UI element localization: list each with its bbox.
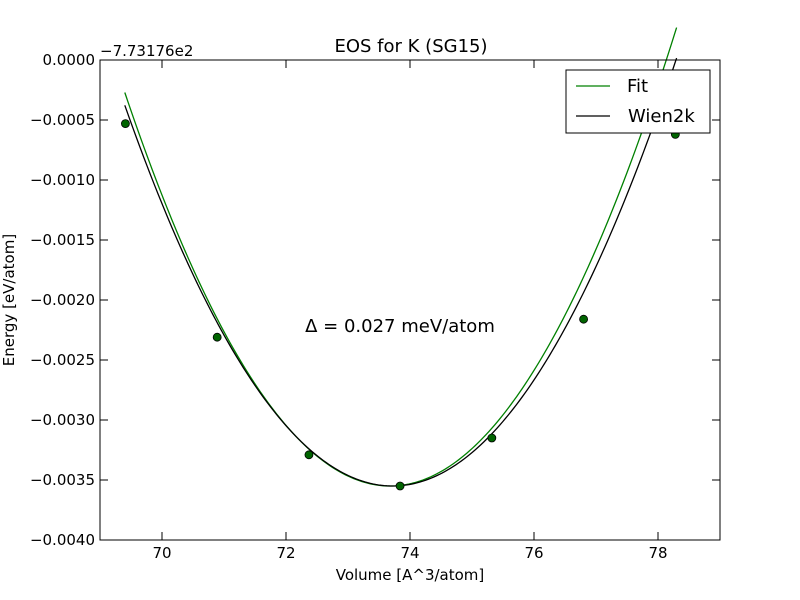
y-tick-label: −0.0025	[30, 351, 95, 369]
y-tick-label: −0.0010	[30, 171, 95, 189]
legend-box	[565, 69, 711, 134]
x-tick-label: 78	[648, 544, 667, 562]
y-offset-label: −7.73176e2	[100, 42, 193, 60]
data-point	[121, 119, 130, 128]
y-tick-label: −0.0030	[30, 411, 95, 429]
x-tick-label: 70	[152, 544, 171, 562]
legend: Fit Wien2k	[565, 69, 711, 134]
plot-area	[121, 27, 680, 491]
data-point	[212, 332, 222, 342]
y-axis: 0.0000 −0.0005 −0.0010 −0.0015 −0.0020 −0.002…	[30, 51, 720, 549]
y-tick-label: 0.0000	[43, 51, 96, 69]
x-axis: 70 72 74 76 78	[152, 60, 668, 562]
delta-annotation: Δ = 0.027 meV/atom	[305, 316, 495, 337]
legend-label-fit: Fit	[627, 76, 648, 97]
data-point	[487, 433, 497, 443]
y-tick-label: −0.0015	[30, 231, 95, 249]
x-tick-label: 76	[524, 544, 543, 562]
y-tick-label: −0.0020	[30, 291, 95, 309]
data-point	[304, 450, 314, 460]
y-axis-label: Energy [eV/atom]	[0, 234, 18, 366]
y-tick-label: −0.0005	[30, 111, 95, 129]
x-axis-label: Volume [A^3/atom]	[336, 566, 485, 584]
data-point	[579, 314, 588, 324]
legend-label-wien2k: Wien2k	[628, 106, 695, 127]
x-tick-label: 72	[276, 544, 295, 562]
chart-title: EOS for K (SG15)	[334, 36, 487, 57]
y-tick-label: −0.0035	[30, 471, 95, 489]
data-point	[395, 481, 405, 491]
y-tick-label: −0.0040	[30, 531, 95, 549]
x-tick-label: 74	[400, 544, 419, 562]
